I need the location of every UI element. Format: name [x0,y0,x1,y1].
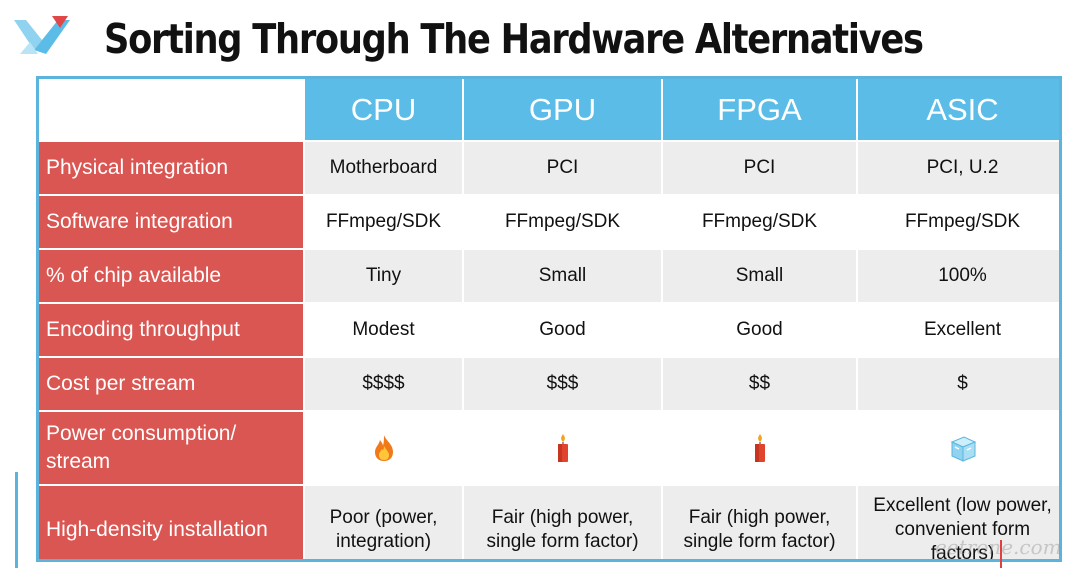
table-cell: $$ [663,358,856,410]
table-cell: FFmpeg/SDK [663,196,856,248]
row-label-physical-integration: Physical integration [39,142,303,194]
table-cell: Good [663,304,856,356]
table-corner [39,79,303,140]
table-cell: Fair (high power, single form factor) [663,486,856,559]
watermark: eetrone.com [935,535,1062,559]
table-cell: Modest [305,304,462,356]
fire-icon [374,435,393,461]
row-label-software-integration: Software integration [39,196,303,248]
row-label-power-consumption: Power consumption/ stream [39,412,303,484]
table-cell: FFmpeg/SDK [305,196,462,248]
table-cell: $$$ [464,358,661,410]
row-label-chip-available: % of chip available [39,250,303,302]
table-cell: PCI, U.2 [858,142,1059,194]
table-cell: FFmpeg/SDK [858,196,1059,248]
table-cell [858,412,1059,484]
column-header-gpu: GPU [464,79,661,140]
table-cell: 100% [858,250,1059,302]
table-cell: Poor (power, integration) [305,486,462,559]
page-title: Sorting Through The Hardware Alternative… [104,15,924,63]
table-cell: Excellent (low power, convenient form fa… [858,486,1059,559]
column-header-asic: ASIC [858,79,1059,140]
candle-icon [754,434,765,462]
decorative-red-tick [1000,540,1002,568]
row-label-cost-per-stream: Cost per stream [39,358,303,410]
row-label-high-density-installation: High-density installation [39,486,303,559]
table-cell [663,412,856,484]
column-header-cpu: CPU [305,79,462,140]
table-cell [464,412,661,484]
decorative-left-bar [15,472,18,568]
candle-icon [557,434,568,462]
table-cell: PCI [464,142,661,194]
company-logo-icon [14,16,70,54]
table-cell: Excellent [858,304,1059,356]
ice-cube-icon [950,436,976,462]
table-cell: $$$$ [305,358,462,410]
table-cell: PCI [663,142,856,194]
table-cell [305,412,462,484]
column-header-fpga: FPGA [663,79,856,140]
table-cell: Good [464,304,661,356]
table-cell: Tiny [305,250,462,302]
comparison-table: CPU GPU FPGA ASIC Physical integration M… [36,76,1062,562]
table-cell: Motherboard [305,142,462,194]
table-cell: Small [663,250,856,302]
table-cell: Small [464,250,661,302]
table-cell: FFmpeg/SDK [464,196,661,248]
table-cell: Fair (high power, single form factor) [464,486,661,559]
row-label-encoding-throughput: Encoding throughput [39,304,303,356]
table-cell: $ [858,358,1059,410]
